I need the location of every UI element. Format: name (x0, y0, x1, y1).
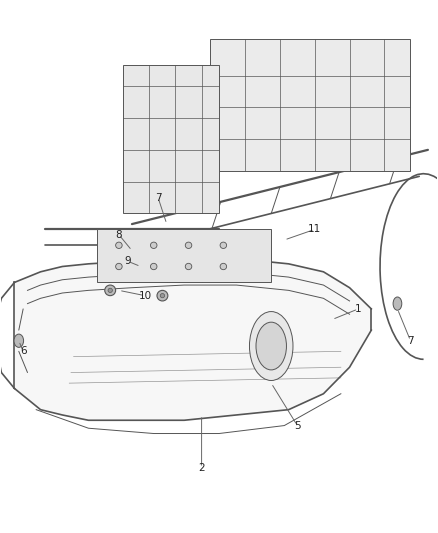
FancyBboxPatch shape (97, 229, 271, 282)
Ellipse shape (116, 263, 122, 270)
FancyBboxPatch shape (123, 65, 219, 214)
Ellipse shape (185, 242, 192, 248)
Ellipse shape (250, 312, 293, 381)
Text: 11: 11 (308, 224, 321, 235)
Text: 2: 2 (198, 463, 205, 473)
Ellipse shape (14, 334, 24, 348)
Text: 1: 1 (355, 304, 362, 314)
Text: 8: 8 (116, 230, 122, 240)
Ellipse shape (220, 242, 226, 248)
Text: 6: 6 (20, 346, 26, 357)
Text: 7: 7 (407, 336, 414, 346)
FancyBboxPatch shape (210, 38, 410, 171)
Ellipse shape (157, 290, 168, 301)
Ellipse shape (256, 322, 286, 370)
Ellipse shape (220, 263, 226, 270)
Text: 5: 5 (294, 421, 300, 431)
Ellipse shape (160, 294, 165, 298)
Polygon shape (14, 259, 371, 420)
Ellipse shape (108, 288, 113, 293)
Ellipse shape (393, 297, 402, 310)
Ellipse shape (150, 242, 157, 248)
Ellipse shape (150, 263, 157, 270)
Ellipse shape (116, 242, 122, 248)
Text: 7: 7 (155, 192, 161, 203)
Ellipse shape (185, 263, 192, 270)
Text: 9: 9 (124, 256, 131, 266)
Ellipse shape (105, 285, 116, 296)
Text: 10: 10 (138, 290, 152, 301)
